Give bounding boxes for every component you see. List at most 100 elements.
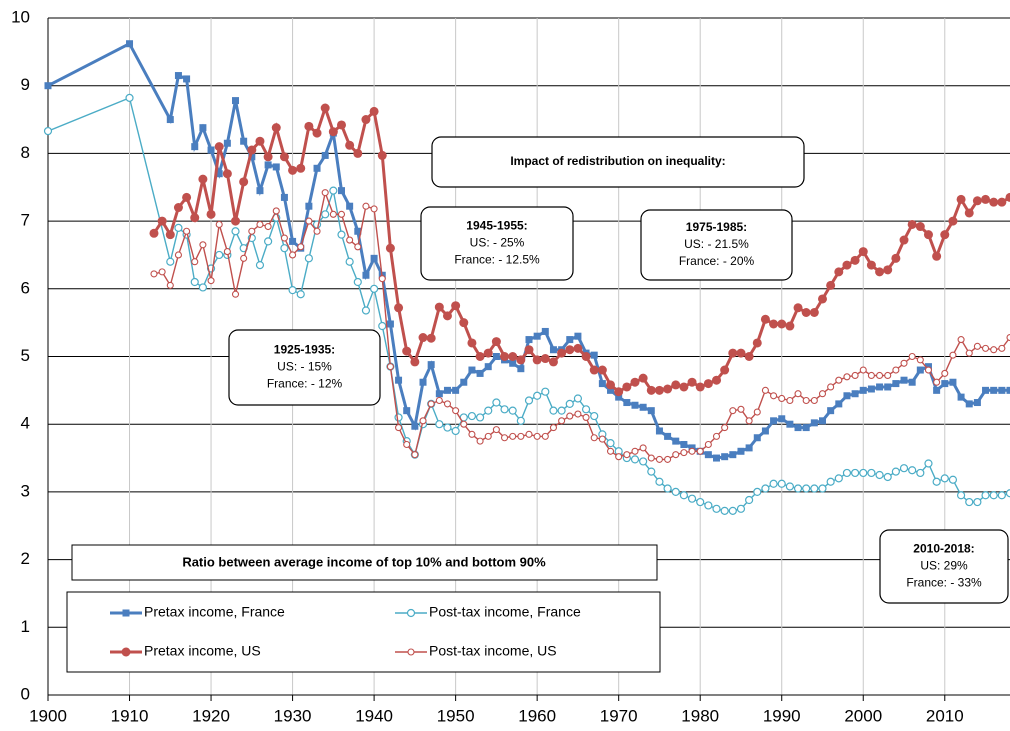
- y-tick-label: 1: [21, 617, 30, 636]
- marker: [646, 385, 656, 395]
- marker: [313, 164, 321, 172]
- marker: [892, 366, 900, 374]
- marker: [1005, 192, 1010, 202]
- marker: [835, 400, 843, 408]
- marker: [721, 424, 729, 432]
- annotation-line: France: - 12%: [267, 377, 343, 391]
- marker: [516, 355, 526, 365]
- marker: [565, 345, 575, 355]
- marker: [346, 236, 354, 244]
- annotation-line: US: - 21.5%: [684, 237, 749, 251]
- marker: [452, 386, 460, 394]
- marker: [165, 230, 175, 240]
- marker: [794, 390, 802, 398]
- y-tick-label: 0: [21, 684, 30, 703]
- marker: [121, 647, 131, 657]
- marker: [231, 290, 240, 298]
- marker: [173, 203, 183, 213]
- marker: [908, 378, 916, 386]
- marker: [492, 426, 500, 434]
- marker: [280, 193, 288, 201]
- marker: [590, 411, 599, 421]
- marker: [362, 271, 370, 279]
- marker: [297, 243, 305, 251]
- marker: [566, 412, 574, 420]
- marker: [933, 378, 941, 386]
- marker: [573, 394, 583, 403]
- marker: [965, 349, 973, 357]
- marker: [182, 192, 192, 202]
- series-line: [47, 41, 1010, 460]
- annotation-box: [420, 206, 574, 281]
- marker: [508, 406, 517, 415]
- marker: [443, 400, 452, 408]
- marker: [859, 386, 867, 394]
- marker: [615, 393, 623, 401]
- marker: [231, 216, 241, 226]
- marker: [403, 407, 411, 415]
- marker: [810, 419, 818, 427]
- marker: [279, 152, 289, 162]
- marker: [997, 197, 1007, 207]
- marker: [777, 319, 787, 329]
- marker: [761, 484, 770, 493]
- marker: [239, 177, 249, 187]
- marker: [753, 434, 761, 442]
- marker: [761, 386, 769, 394]
- marker: [346, 202, 354, 210]
- marker: [655, 455, 663, 463]
- marker: [548, 357, 558, 367]
- marker: [843, 392, 851, 400]
- legend-item: Pretax income, France: [110, 604, 285, 620]
- marker: [289, 237, 297, 245]
- marker: [590, 434, 598, 442]
- marker: [255, 136, 265, 146]
- marker: [940, 230, 950, 240]
- marker: [728, 348, 738, 358]
- marker: [827, 407, 835, 415]
- marker: [411, 422, 419, 430]
- marker: [973, 497, 982, 507]
- marker: [598, 435, 606, 443]
- annotation-title: 1975-1985:: [686, 220, 747, 234]
- marker: [654, 385, 664, 395]
- annotation-box: [431, 136, 805, 188]
- annotation-title: 1945-1955:: [466, 219, 527, 233]
- marker: [884, 371, 892, 380]
- marker: [370, 205, 378, 213]
- marker: [304, 121, 314, 131]
- marker: [468, 366, 476, 374]
- marker: [475, 413, 485, 422]
- marker: [826, 280, 836, 290]
- marker: [639, 457, 648, 466]
- marker: [336, 120, 346, 130]
- marker: [573, 343, 583, 353]
- marker: [337, 187, 345, 195]
- marker: [370, 284, 379, 293]
- marker: [631, 401, 639, 409]
- marker: [500, 405, 509, 414]
- marker: [540, 354, 550, 364]
- marker: [736, 348, 746, 358]
- marker: [442, 311, 452, 321]
- marker: [509, 432, 517, 440]
- marker: [476, 437, 484, 445]
- marker: [589, 365, 599, 375]
- marker: [851, 371, 859, 380]
- marker: [965, 497, 974, 507]
- marker: [736, 504, 746, 513]
- marker: [793, 484, 803, 493]
- marker: [695, 382, 705, 392]
- marker: [671, 380, 681, 390]
- marker: [524, 396, 534, 405]
- marker: [223, 139, 231, 147]
- marker: [981, 194, 991, 204]
- marker: [353, 277, 362, 287]
- marker: [361, 306, 371, 315]
- marker: [460, 420, 468, 428]
- marker: [280, 244, 289, 253]
- marker: [247, 145, 257, 155]
- marker: [271, 123, 281, 133]
- marker: [223, 248, 231, 256]
